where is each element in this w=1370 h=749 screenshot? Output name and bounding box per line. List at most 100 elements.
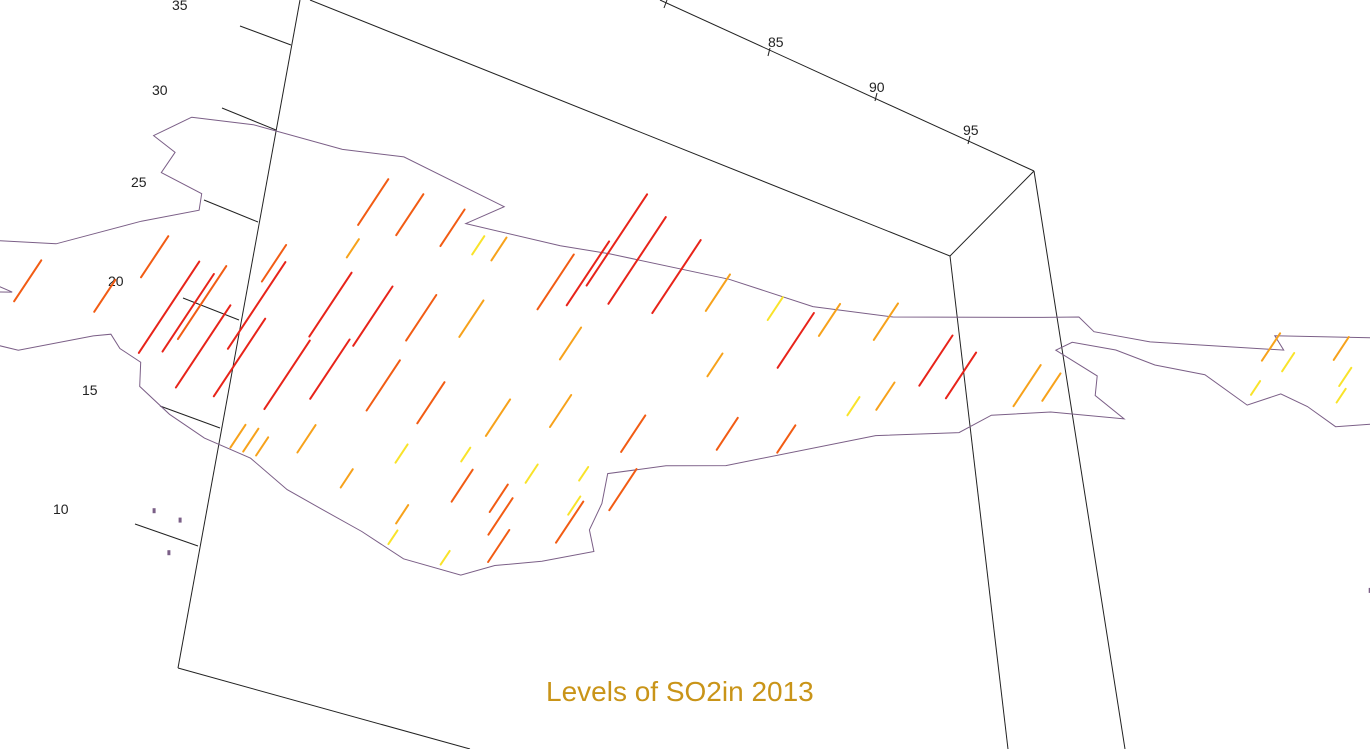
so2-spike [308, 271, 353, 338]
so2-spike [226, 261, 287, 350]
so2-spike [549, 394, 573, 428]
so2-spike [706, 352, 724, 378]
so2-spike [875, 381, 896, 411]
y-tick-label: 10 [53, 501, 69, 517]
so2-spike [558, 326, 583, 361]
so2-spike [405, 294, 438, 342]
so2-spike [776, 312, 815, 369]
so2-spike [620, 414, 647, 453]
so2-spike [212, 317, 267, 398]
so2-spike [484, 398, 512, 437]
so2-spike [565, 240, 611, 307]
y-axis: 353025201510 [53, 0, 292, 547]
so2-spike [387, 529, 399, 546]
so2-spike [13, 259, 43, 303]
box-edge-top [659, 0, 1035, 172]
so2-spike [524, 463, 539, 484]
so2-spike [536, 253, 575, 311]
so2-spike [1332, 336, 1350, 361]
bounding-box [177, 0, 1126, 749]
so2-spike [394, 443, 409, 464]
so2-spike [458, 299, 485, 338]
chart-title: Levels of SO2in 2013 [546, 676, 814, 707]
so2-spike [555, 500, 585, 544]
y-tick-line [134, 523, 199, 547]
so2-spike [365, 359, 401, 412]
so2-spike [450, 468, 474, 503]
so2-spike [944, 351, 978, 400]
india-outline [0, 116, 1370, 593]
so2-spike [488, 483, 509, 513]
y-tick-line [239, 25, 292, 46]
y-tick-line [203, 199, 259, 223]
so2-spike [715, 416, 739, 451]
so2-spike [140, 235, 170, 279]
so2-spike [416, 381, 446, 425]
so2-spike [395, 504, 410, 525]
so2-spike [1335, 387, 1347, 404]
x-tick-line [967, 135, 971, 145]
x-axis: 85 90 95 [663, 0, 979, 145]
so2-spike [1260, 332, 1282, 362]
island-mark [178, 517, 182, 523]
so2-spike [1281, 352, 1296, 373]
y-tick-label: 35 [172, 0, 188, 13]
y-tick-line [159, 405, 221, 429]
so2-spike [176, 265, 228, 341]
so2-spike [255, 436, 270, 457]
y-tick-line [182, 297, 240, 321]
so2-spike [1250, 380, 1262, 396]
so2-spike [357, 178, 390, 226]
box-edge-back-right [1033, 170, 1126, 749]
so2-spike [352, 285, 394, 347]
so2-spike [345, 238, 360, 259]
y-tick-label: 25 [131, 174, 147, 190]
so2-spike [704, 273, 731, 312]
so2-spike [817, 302, 842, 337]
so2-spike [395, 193, 425, 237]
so2-spike [1041, 372, 1062, 402]
so2-spike [309, 338, 351, 400]
box-edge-inner-right [949, 255, 1009, 749]
so2-spike [487, 497, 514, 536]
so2-spike [918, 334, 954, 387]
so2-spike [776, 424, 797, 454]
x-tick-line [663, 0, 668, 9]
country-boundary [0, 116, 1370, 576]
island-mark [152, 508, 156, 514]
so2-spike [567, 495, 582, 516]
so2-spike [585, 193, 649, 287]
x-tick-label: 90 [869, 79, 885, 95]
so2-spike [260, 244, 288, 283]
box-edge-inner-top [309, 0, 951, 257]
y-tick-label: 30 [152, 82, 168, 98]
so2-spike [766, 296, 784, 321]
y-tick-line [221, 107, 277, 131]
so2-spike [471, 235, 486, 256]
x-tick-label: 95 [963, 122, 979, 138]
spike-series [13, 178, 1353, 566]
so2-spike [460, 446, 472, 463]
x-tick-label: 85 [768, 34, 784, 50]
so2-spike [339, 468, 354, 489]
box-edge-inner-diag [949, 170, 1035, 257]
so2-spike [608, 468, 638, 512]
so2-spike [137, 260, 201, 354]
x-tick-line [767, 47, 771, 57]
y-tick-label: 15 [82, 382, 98, 398]
so2-spike [93, 278, 117, 313]
box-edge-top-left [177, 0, 301, 669]
island-mark [167, 550, 171, 556]
so2-spike [1338, 366, 1353, 387]
so2-spike [846, 396, 861, 417]
so2-spike [578, 466, 590, 482]
so2-spike [490, 236, 508, 262]
box-edge-bottom [177, 667, 471, 749]
so2-spike [161, 273, 215, 353]
so2-spike [651, 239, 702, 315]
so2-spike [1012, 364, 1042, 408]
x-tick-line [874, 92, 878, 102]
so2-spike [242, 427, 260, 453]
so2-spike [439, 208, 466, 248]
